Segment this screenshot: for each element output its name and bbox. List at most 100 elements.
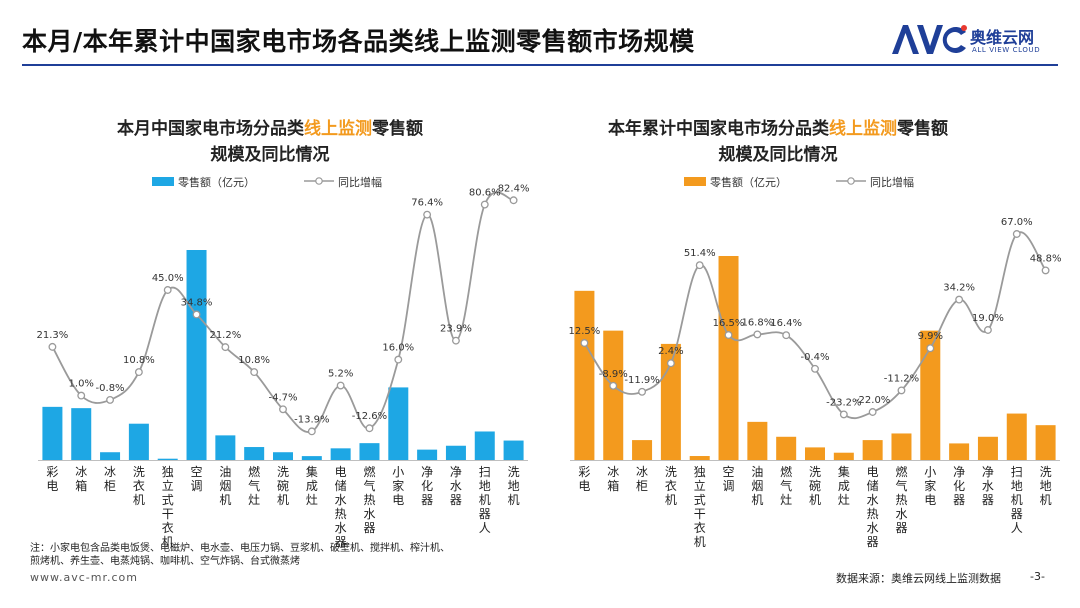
right-chart-yoy-point xyxy=(638,387,647,396)
left-chart-yoy-label: 80.6% xyxy=(469,188,501,199)
right-chart-yoy-label: 67.0% xyxy=(1001,217,1033,228)
right-chart-bar xyxy=(632,440,653,460)
right-chart-yoy-label: -22.0% xyxy=(855,395,890,406)
left-chart-yoy-label: -4.7% xyxy=(268,392,297,403)
right-chart-yoy-label: -23.2% xyxy=(826,397,861,408)
right-chart-category-label: 净水器 xyxy=(982,465,994,507)
left-chart-bar xyxy=(71,408,92,460)
right-legend-bar-swatch xyxy=(684,177,706,186)
right-chart-bar xyxy=(977,436,998,460)
right-chart-category-label: 洗地机 xyxy=(1040,465,1052,507)
right-chart-yoy-point xyxy=(1012,230,1021,238)
right-chart-yoy-label: 16.5% xyxy=(713,318,745,329)
right-chart-yoy-point xyxy=(695,261,704,270)
left-chart-bar xyxy=(128,423,149,460)
left-chart-category-label: 洗碗机 xyxy=(277,465,289,507)
left-chart-yoy-label: 10.8% xyxy=(238,355,270,366)
left-chart-yoy-point xyxy=(163,286,172,294)
left-chart-category-label: 净化器 xyxy=(421,465,433,507)
left-chart-yoy-label: 10.8% xyxy=(123,355,155,366)
left-chart-category-label: 燃气灶 xyxy=(248,464,260,507)
left-chart-yoy-label: 21.3% xyxy=(37,330,69,341)
right-chart-yoy-label: 19.0% xyxy=(972,313,1004,324)
right-chart-yoy-point xyxy=(666,359,675,368)
title-divider xyxy=(22,64,1058,66)
left-chart-category-label: 燃气热水器 xyxy=(363,464,375,535)
right-chart-category-label: 电储水热水器 xyxy=(867,465,879,549)
right-chart-bar xyxy=(805,447,825,460)
right-chart: 12.5% -8.9%-11.9% 2.4% 51.4% 16.5%16.8%16.4%… xyxy=(569,217,1062,549)
right-chart-bar xyxy=(776,436,797,460)
left-chart-bar xyxy=(503,440,524,460)
right-legend: 零售额（亿元） 同比增幅 xyxy=(684,174,944,190)
left-chart-bar xyxy=(157,458,178,460)
left-chart-bar xyxy=(359,443,380,460)
left-chart-bar xyxy=(388,387,409,460)
right-chart-yoy-point xyxy=(926,344,935,353)
left-chart-bar xyxy=(215,435,236,460)
right-chart-yoy-point xyxy=(609,381,618,390)
logo-english-name: ALL VIEW CLOUD xyxy=(972,46,1041,54)
left-chart-category-label: 冰箱 xyxy=(75,465,87,493)
left-chart-yoy-point xyxy=(307,427,316,436)
left-legend-bar-label: 零售额（亿元） xyxy=(178,176,255,189)
right-chart-yoy-point xyxy=(955,295,964,304)
left-chart-yoy-point xyxy=(279,405,287,414)
footnote: 注：小家电包含品类电饭煲、电磁炉、电水壶、电压力锅、豆浆机、破壁机、搅拌机、榨汁… xyxy=(30,542,550,568)
website-link[interactable]: www.avc-mr.com xyxy=(30,571,138,584)
left-chart-yoy-point xyxy=(509,196,518,205)
right-chart-yoy-line xyxy=(583,231,1047,420)
right-chart-category-label: 小家电 xyxy=(924,465,936,507)
right-chart-bar xyxy=(603,330,624,460)
page-title: 本月/本年累计中国家电市场各品类线上监测零售额市场规模 xyxy=(22,27,695,56)
right-chart-yoy-point xyxy=(868,408,877,416)
right-chart-category-label: 净化器 xyxy=(953,465,965,507)
left-chart-yoy-label: 82.4% xyxy=(498,183,530,194)
footnote-line-2: 煎烤机、养生壶、电蒸炖锅、咖啡机、空气炸锅、台式微蒸烤 xyxy=(30,556,300,567)
left-chart-yoy-label: -13.9% xyxy=(294,414,329,425)
left-chart-bar xyxy=(273,452,293,460)
right-chart-yoy-point xyxy=(811,364,819,373)
logo-chinese-name: 奥维云网 xyxy=(970,28,1035,47)
left-chart-yoy-label: -12.6% xyxy=(352,411,387,422)
right-chart-yoy-point xyxy=(782,331,791,340)
right-chart-yoy-label: 9.9% xyxy=(918,331,943,342)
left-legend-line-swatch xyxy=(304,177,334,185)
right-chart-yoy-point xyxy=(983,326,992,334)
right-chart-category-label: 集成灶 xyxy=(838,464,850,507)
right-chart-bar xyxy=(1035,425,1056,460)
right-chart-yoy-point xyxy=(724,331,733,339)
right-chart-yoy-label: -11.2% xyxy=(884,373,919,384)
right-chart-category-label: 空调 xyxy=(723,465,735,493)
left-chart-yoy-point xyxy=(221,343,230,352)
left-chart-yoy-point xyxy=(106,395,115,404)
right-legend-line-swatch xyxy=(836,177,866,185)
right-title-part-1: 本年累计中国家电市场分品类 xyxy=(608,119,829,139)
left-chart-yoy-label: 76.4% xyxy=(411,198,443,209)
right-chart-bar xyxy=(574,290,595,460)
left-legend: 零售额（亿元） 同比增幅 xyxy=(152,174,412,190)
left-chart-category-label: 电储水热水器 xyxy=(335,465,347,549)
left-chart-category-label: 洗衣机 xyxy=(133,465,145,507)
left-chart-yoy-label: -0.8% xyxy=(96,383,125,394)
left-chart-yoy-label: 5.2% xyxy=(328,369,353,380)
right-chart-bar xyxy=(747,421,768,460)
left-chart-bar xyxy=(301,456,322,460)
left-chart: 21.3% 1.0% -0.8% 10.8% 45.0% 34.8% 21.2% 10.8% -… xyxy=(37,183,530,549)
left-chart-yoy-label: 1.0% xyxy=(69,379,94,390)
left-chart-category-label: 洗地机 xyxy=(508,465,520,507)
left-chart-yoy-label: 21.2% xyxy=(209,330,241,341)
right-chart-bar xyxy=(718,256,739,460)
left-title-highlight: 线上监测 xyxy=(304,119,372,139)
left-chart-bar xyxy=(417,449,438,460)
right-chart-bar xyxy=(949,443,970,460)
left-chart-yoy-point xyxy=(480,200,489,209)
right-chart-yoy-point xyxy=(897,386,906,395)
right-chart-yoy-label: 12.5% xyxy=(569,326,601,337)
left-chart-bar xyxy=(244,447,265,460)
right-chart-category-label: 独立式干衣机 xyxy=(694,465,706,549)
right-chart-yoy-point xyxy=(839,410,848,419)
right-legend-line-label: 同比增幅 xyxy=(870,176,914,189)
right-title-part-3: 零售额 xyxy=(897,119,948,139)
left-chart-category-label: 独立式干衣机 xyxy=(162,465,174,549)
